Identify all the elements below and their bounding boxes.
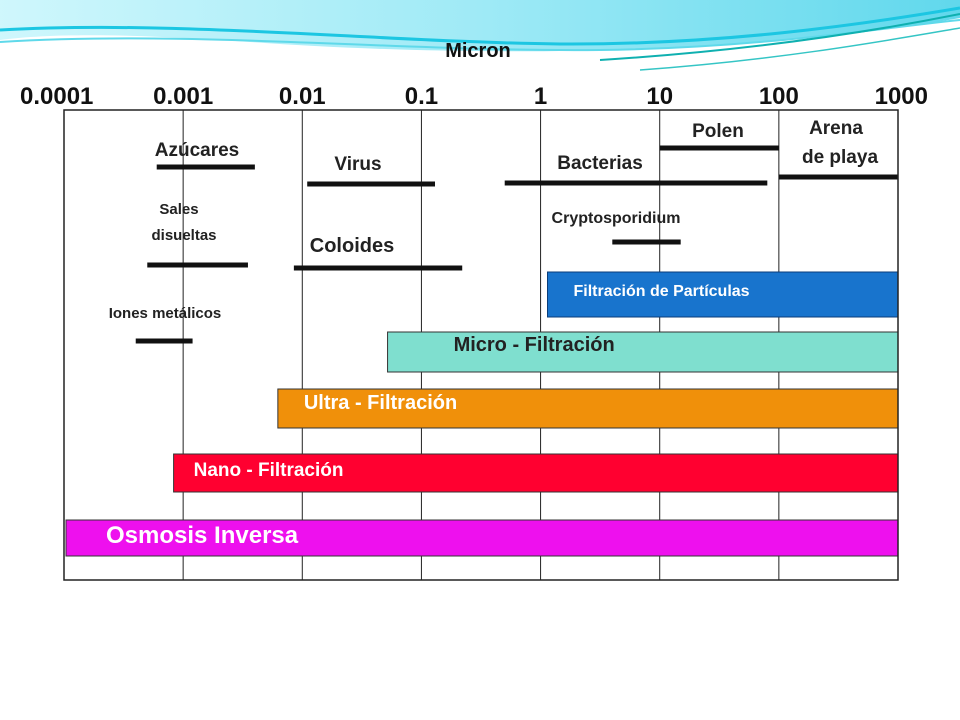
band-label-micro-filtracion: Micro - Filtración bbox=[454, 334, 615, 356]
band-filtracion-de-particulas bbox=[547, 271, 899, 318]
range-label-sales-disueltas-2: disueltas bbox=[151, 227, 216, 244]
range-label-azucares: Azúcares bbox=[155, 140, 240, 161]
x-tick-label: 0.001 bbox=[153, 83, 213, 110]
range-label-arena-de-playa-2: de playa bbox=[802, 147, 878, 168]
x-tick-label: 1000 bbox=[875, 83, 928, 110]
band-label-osmosis-inversa: Osmosis Inversa bbox=[106, 522, 299, 549]
band-osmosis-inversa bbox=[65, 519, 899, 557]
x-tick-labels: 0.0001 0.001 0.01 0.1 1 10 100 1000 bbox=[20, 83, 928, 110]
band-label-ultra-filtracion: Ultra - Filtración bbox=[304, 392, 457, 414]
band-label-nano-filtracion: Nano - Filtración bbox=[194, 460, 344, 481]
band-ultra-filtracion bbox=[277, 388, 899, 429]
x-axis-title: Micron bbox=[445, 40, 511, 62]
x-tick-label: 0.01 bbox=[279, 83, 326, 110]
x-tick-label: 1 bbox=[534, 83, 547, 110]
x-tick-label: 100 bbox=[759, 83, 799, 110]
range-label-coloides: Coloides bbox=[310, 235, 394, 257]
plot-frame bbox=[63, 109, 899, 581]
x-tick-label: 10 bbox=[646, 83, 673, 110]
range-label-arena-de-playa-1: Arena bbox=[809, 118, 863, 139]
range-label-virus: Virus bbox=[334, 154, 381, 175]
range-label-polen: Polen bbox=[692, 121, 744, 142]
range-label-bacterias: Bacterias bbox=[557, 153, 643, 174]
particle-ranges: Azúcares Sales disueltas Iones metálicos Vir… bbox=[109, 118, 898, 344]
range-label-iones-metalicos: Iones metálicos bbox=[109, 305, 222, 322]
x-tick-label: 0.0001 bbox=[20, 83, 93, 110]
process-bands: Filtración de Partículas Micro - Filtraci… bbox=[65, 271, 899, 557]
band-micro-filtracion bbox=[387, 331, 899, 373]
x-tick-label: 0.1 bbox=[405, 83, 438, 110]
band-label-filtracion-de-particulas: Filtración de Partículas bbox=[574, 283, 750, 300]
band-nano-filtracion bbox=[173, 453, 899, 493]
range-label-sales-disueltas-1: Sales bbox=[159, 201, 198, 218]
range-label-cryptosporidium: Cryptosporidium bbox=[552, 210, 681, 227]
